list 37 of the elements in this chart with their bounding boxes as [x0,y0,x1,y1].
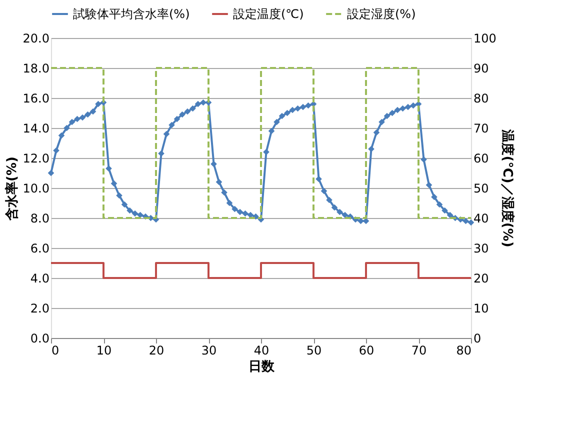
y-tick-label: 0.0 [30,332,50,346]
y2-tick-label: 100 [474,32,496,46]
y-tick-label: 12.0 [22,152,50,166]
y-tick-label: 10.0 [22,182,50,196]
y2-axis-title: 温度(℃)／湿度(%) [499,128,516,248]
y2-tick-label: 0 [474,332,482,346]
x-tick-label: 60 [358,344,374,358]
y2-tick-label: 10 [474,302,489,316]
y-tick-label: 16.0 [22,92,50,106]
y2-tick-label: 90 [474,62,489,76]
y2-tick-label: 50 [474,182,489,196]
x-tick-label: 20 [148,344,164,358]
y-tick-label: 4.0 [30,272,50,286]
x-tick-label: 40 [254,344,270,358]
x-tick-label: 70 [411,344,427,358]
y-tick-label: 18.0 [22,62,50,76]
x-tick-label: 10 [96,344,112,358]
legend-label: 設定温度(℃) [233,7,304,21]
y2-tick-label: 40 [474,212,489,226]
y2-tick-label: 70 [474,122,489,136]
y-tick-label: 20.0 [22,32,50,46]
y2-tick-label: 60 [474,152,489,166]
y-tick-label: 14.0 [22,122,50,136]
x-tick-label: 0 [52,344,60,358]
y2-tick-label: 20 [474,272,489,286]
x-tick-label: 30 [201,344,217,358]
y-axis-title: 含水率(%) [4,156,20,222]
x-axis-title: 日数 [248,360,276,374]
legend-label: 設定湿度(%) [347,7,416,21]
y-tick-label: 8.0 [30,212,50,226]
legend-label: 試験体平均含水率(%) [73,7,190,21]
x-tick-label: 80 [456,344,472,358]
y2-tick-label: 80 [474,92,489,106]
y-tick-label: 2.0 [30,302,50,316]
y2-tick-label: 30 [474,242,489,256]
y-tick-label: 6.0 [30,242,50,256]
x-tick-label: 50 [306,344,322,358]
